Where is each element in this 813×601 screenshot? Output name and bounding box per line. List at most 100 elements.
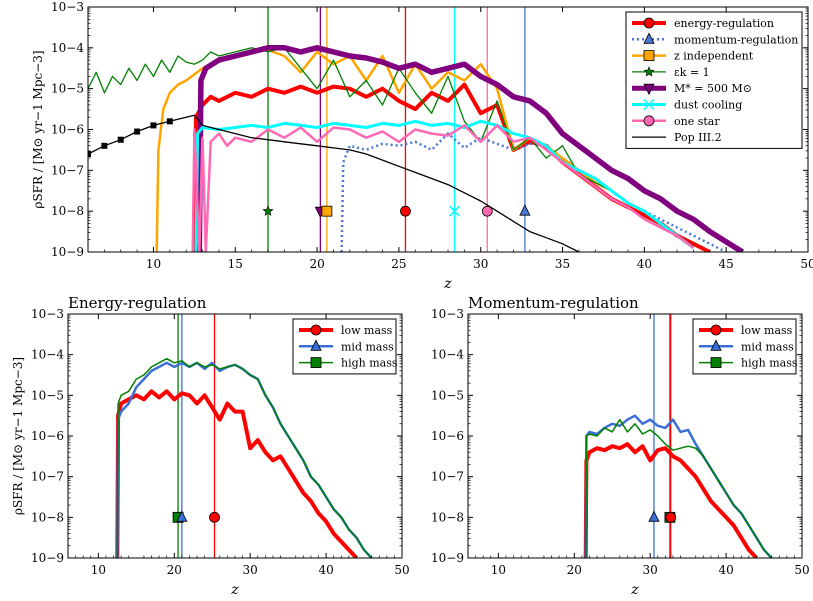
plot-area (115, 314, 373, 558)
panel-top: 10 15 20 25 30 35 40 45 50 10−3 10−4 10−5 10−6 10−7 10… (31, 0, 813, 292)
x-axis-label: z (630, 582, 639, 598)
legend-label: high mass (741, 357, 798, 370)
x-tick-label: 25 (391, 257, 406, 271)
x-tick-label: 35 (555, 257, 570, 271)
y-tick-label: 10−6 (431, 429, 464, 443)
plot-area (583, 314, 773, 558)
legend-label: mid mass (341, 340, 394, 353)
series-line-onestar (191, 124, 695, 252)
x-tick-label: 10 (146, 257, 161, 271)
y-tick-label: 10−3 (431, 307, 464, 321)
series-line-high (584, 418, 773, 558)
legend-label: dust cooling (674, 99, 742, 112)
legend: low mass mid mass high mass (292, 318, 398, 375)
y-tick-label: 10−3 (31, 307, 64, 321)
legend-marker-low (310, 324, 322, 336)
vline-marker-low (209, 511, 220, 523)
vline-marker-energy (400, 205, 411, 217)
y-tick-label: 10−9 (431, 551, 464, 565)
legend-label: εk = 1 (674, 66, 710, 79)
y-axis-label: ρSFR / [M⊙ yr−1 Mpc−3] (11, 357, 25, 515)
panel-bottom-left: Energy-regulation 10 20 30 40 50 10−3 10−4 10−5 1… (11, 294, 410, 598)
legend-label: M* = 500 M⊙ (674, 82, 752, 95)
data-point (166, 118, 173, 125)
y-tick-label: 10−7 (431, 470, 464, 484)
y-tick-label: 10−5 (51, 82, 84, 96)
panel-title: Energy-regulation (68, 294, 207, 312)
x-tick-label: 20 (309, 257, 324, 271)
legend-marker-mid (310, 339, 322, 351)
series-line-high (116, 357, 373, 558)
legend-label: high mass (341, 357, 398, 370)
legend-label: momentum-regulation (674, 33, 798, 46)
y-tick-label: 10−8 (31, 510, 64, 524)
x-tick-label: 40 (718, 563, 733, 577)
x-tick-label: 30 (643, 563, 658, 577)
x-tick-label: 10 (491, 563, 506, 577)
x-tick-label: 40 (637, 257, 652, 271)
legend-label: low mass (741, 324, 793, 337)
y-tick-label: 10−8 (51, 204, 84, 218)
y-tick-label: 10−7 (51, 163, 84, 177)
x-axis-label: z (443, 276, 452, 292)
x-axis-label: z (230, 582, 239, 598)
legend-label: z independent (674, 50, 754, 63)
legend-label: energy-regulation (674, 17, 774, 30)
vline-marker-mid (176, 510, 188, 522)
legend-label: one star (674, 115, 720, 128)
y-tick-label: 10−9 (51, 245, 84, 259)
y-tick-label: 10−5 (31, 388, 64, 402)
data-point (150, 122, 157, 129)
legend-marker-ek (643, 66, 655, 77)
vline-marker-dust (449, 205, 461, 217)
legend: low mass mid mass high mass (692, 318, 798, 375)
legend-label: mid mass (741, 340, 794, 353)
x-tick-label: 15 (228, 257, 243, 271)
plot-area (88, 7, 744, 252)
legend: energy-regulation momentum-regulation z in… (625, 11, 803, 149)
legend-marker-zind (643, 50, 655, 61)
x-tick-label: 50 (794, 563, 809, 577)
series-line-low (583, 442, 758, 558)
legend-marker-high (710, 357, 722, 369)
legend-marker-high (310, 357, 322, 369)
y-tick-label: 10−6 (51, 123, 84, 137)
y-tick-label: 10−3 (51, 0, 84, 14)
y-tick-label: 10−6 (31, 429, 64, 443)
data-point (101, 142, 108, 149)
vline-marker-onestar (481, 205, 493, 217)
series-line-low (115, 389, 358, 558)
y-tick-label: 10−4 (431, 348, 464, 362)
x-tick-label: 50 (394, 563, 409, 577)
legend-marker-onestar (643, 115, 655, 127)
vline-marker-mid (648, 510, 660, 522)
series-line-ek (88, 47, 694, 249)
panel-title: Momentum-regulation (468, 294, 639, 312)
vline-marker-ek (262, 205, 274, 216)
legend-marker-low (710, 324, 722, 336)
y-axis-label: ρSFR / [M⊙ yr−1 Mpc−3] (31, 50, 45, 208)
legend-marker-energy (643, 17, 655, 29)
x-tick-label: 10 (91, 563, 106, 577)
legend-label: low mass (341, 324, 393, 337)
y-tick-label: 10−4 (51, 41, 84, 55)
x-tick-label: 45 (719, 257, 734, 271)
y-tick-label: 10−8 (431, 510, 464, 524)
x-tick-label: 20 (167, 563, 182, 577)
series-line-momentum (340, 132, 727, 252)
legend-marker-mid (710, 339, 722, 351)
y-tick-label: 10−7 (31, 470, 64, 484)
y-tick-label: 10−9 (31, 551, 64, 565)
panel-bottom-right: Momentum-regulation 10 20 30 40 50 10−3 10−4 10−… (431, 294, 810, 598)
series-line-mstar (196, 45, 744, 252)
legend-marker-dust (643, 98, 655, 111)
series-line-mid (584, 414, 773, 558)
legend-marker-mstar (643, 83, 655, 96)
vline-marker-zind (321, 205, 333, 217)
legend-marker-momentum (643, 32, 655, 44)
x-tick-label: 20 (567, 563, 582, 577)
data-point (88, 151, 91, 157)
legend-label: Pop III.2 (674, 131, 722, 144)
legend-box (625, 11, 803, 149)
